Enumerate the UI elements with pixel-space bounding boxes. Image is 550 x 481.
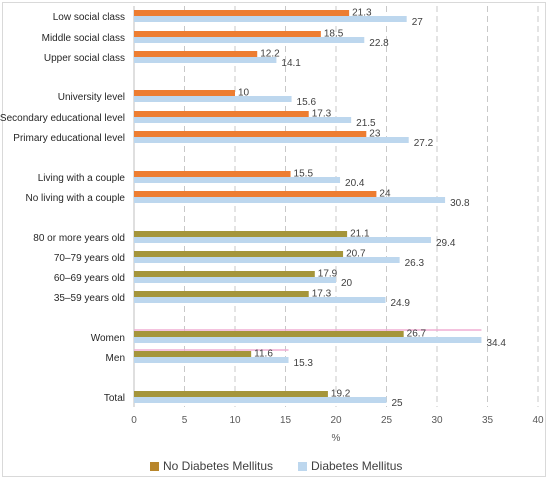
x-tick-label: 5 — [182, 415, 188, 426]
bar-diabetes — [134, 177, 341, 183]
category-label: Low social class — [53, 12, 125, 23]
bar-no-diabetes — [134, 291, 309, 297]
data-label-no-diabetes: 11.6 — [254, 349, 273, 360]
bar-diabetes — [134, 37, 365, 43]
x-tick-label: 25 — [381, 415, 393, 426]
bar-diabetes — [134, 237, 431, 243]
x-tick-label: 40 — [532, 415, 544, 426]
data-label-no-diabetes: 23 — [369, 129, 381, 140]
category-label: 35–59 years old — [54, 293, 125, 304]
data-label-no-diabetes: 17.3 — [312, 109, 332, 120]
data-label-no-diabetes: 21.1 — [350, 229, 370, 240]
legend-swatch-no-diabetes — [150, 462, 159, 471]
row-stripe — [134, 349, 289, 351]
bar-no-diabetes — [134, 51, 258, 57]
bar-diabetes — [134, 397, 387, 403]
bar-no-diabetes — [134, 231, 348, 237]
row-stripe — [134, 329, 482, 331]
data-label-diabetes: 22.8 — [369, 38, 389, 49]
category-label: 60–69 years old — [54, 273, 125, 284]
legend-swatch-diabetes — [298, 462, 307, 471]
category-label: 70–79 years old — [54, 253, 125, 264]
bar-diabetes — [134, 257, 400, 263]
category-label: Secondary educational level — [0, 113, 125, 124]
data-label-diabetes: 30.8 — [450, 198, 470, 209]
chart-frame — [2, 2, 546, 477]
data-label-no-diabetes: 20.7 — [346, 249, 366, 260]
bar-no-diabetes — [134, 271, 315, 277]
bar-diabetes — [134, 96, 292, 102]
bar-no-diabetes — [134, 10, 350, 16]
category-label: University level — [58, 92, 125, 103]
data-label-no-diabetes: 12.2 — [260, 49, 280, 60]
data-label-no-diabetes: 21.3 — [352, 8, 372, 19]
data-label-diabetes: 20.4 — [345, 178, 365, 189]
x-tick-label: 30 — [431, 415, 443, 426]
legend-label-diabetes: Diabetes Mellitus — [311, 459, 402, 473]
category-label: Total — [104, 393, 125, 404]
bar-no-diabetes — [134, 31, 321, 37]
bar-no-diabetes — [134, 331, 404, 337]
bar-diabetes — [134, 197, 446, 203]
data-label-no-diabetes: 10 — [238, 88, 250, 99]
category-label: Living with a couple — [38, 173, 126, 184]
category-label: 80 or more years old — [33, 233, 125, 244]
x-tick-label: 35 — [482, 415, 494, 426]
bar-no-diabetes — [134, 90, 235, 96]
data-label-no-diabetes: 24 — [379, 189, 391, 200]
x-tick-label: 15 — [280, 415, 292, 426]
data-label-no-diabetes: 18.5 — [324, 29, 344, 40]
category-label: Primary educational level — [13, 133, 125, 144]
bar-diabetes — [134, 277, 336, 283]
bar-no-diabetes — [134, 191, 377, 197]
data-label-diabetes: 27.2 — [414, 138, 434, 149]
data-label-diabetes: 27 — [412, 17, 424, 28]
bar-no-diabetes — [134, 251, 344, 257]
bar-no-diabetes — [134, 111, 309, 117]
data-label-diabetes: 24.9 — [390, 298, 410, 309]
data-label-diabetes: 29.4 — [436, 238, 456, 249]
data-label-no-diabetes: 26.7 — [407, 329, 427, 340]
bar-diabetes — [134, 297, 386, 303]
category-label: Men — [106, 353, 125, 364]
bar-diabetes — [134, 117, 352, 123]
x-axis-label: % — [332, 433, 341, 444]
data-label-diabetes: 34.4 — [486, 338, 506, 349]
data-label-diabetes: 25 — [392, 398, 404, 409]
data-label-no-diabetes: 19.2 — [331, 389, 351, 400]
x-tick-label: 10 — [229, 415, 241, 426]
data-label-diabetes: 15.3 — [294, 358, 314, 369]
data-label-no-diabetes: 15.5 — [294, 169, 314, 180]
data-label-no-diabetes: 17.3 — [312, 289, 332, 300]
bar-no-diabetes — [134, 351, 252, 357]
data-label-diabetes: 14.1 — [281, 58, 301, 69]
data-label-diabetes: 20 — [341, 278, 353, 289]
bar-no-diabetes — [134, 171, 291, 177]
bar-diabetes — [134, 357, 289, 363]
bar-diabetes — [134, 337, 482, 343]
category-label: No living with a couple — [26, 193, 126, 204]
data-label-diabetes: 21.5 — [356, 118, 376, 129]
data-label-no-diabetes: 17.9 — [318, 269, 338, 280]
bar-diabetes — [134, 137, 409, 143]
x-tick-label: 20 — [330, 415, 342, 426]
legend-label-no-diabetes: No Diabetes Mellitus — [163, 459, 273, 473]
x-tick-label: 0 — [131, 415, 137, 426]
bar-no-diabetes — [134, 131, 367, 137]
category-label: Women — [91, 333, 125, 344]
bar-diabetes — [134, 16, 407, 22]
category-label: Middle social class — [42, 33, 125, 44]
data-label-diabetes: 15.6 — [297, 97, 317, 108]
category-label: Upper social class — [44, 53, 125, 64]
bar-diabetes — [134, 57, 277, 63]
bar-no-diabetes — [134, 391, 328, 397]
data-label-diabetes: 26.3 — [405, 258, 425, 269]
